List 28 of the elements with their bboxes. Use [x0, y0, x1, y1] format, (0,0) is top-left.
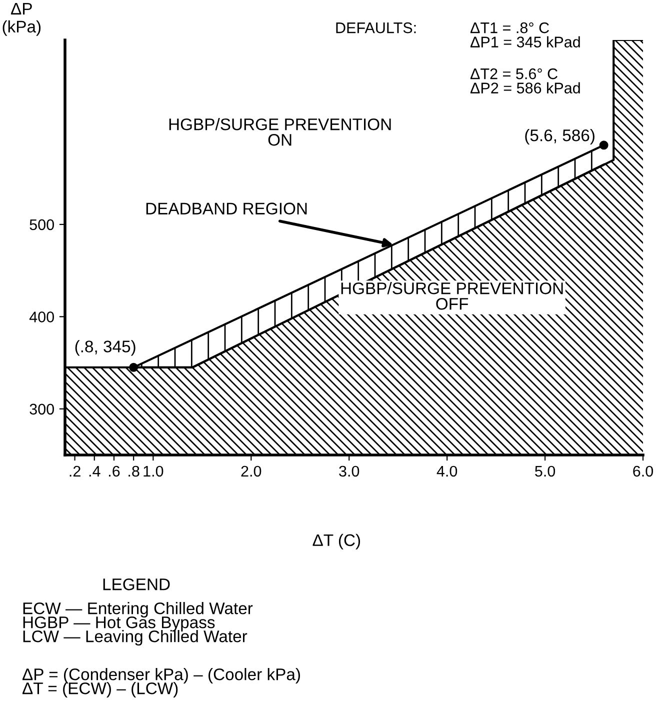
x-tick-label: 1.0 [144, 466, 164, 477]
annotation: HGBP/SURGE PREVENTION OFF [341, 282, 563, 310]
x-tick-label: 3.0 [339, 466, 360, 477]
annotation: ΔT2 = 5.6° C ΔP2 = 586 kPad [470, 68, 580, 94]
annotation: ΔT1 = .8° C ΔP1 = 345 kPad [470, 22, 580, 48]
x-tick-label: 4.0 [436, 466, 458, 477]
x-tick-label: .6 [109, 466, 120, 477]
x-tick-label: 5.0 [535, 466, 556, 477]
text: ΔT = (ECW) – (LCW) [22, 682, 178, 698]
annotation: (5.6, 586) [525, 129, 594, 145]
text: LEGEND [103, 578, 170, 590]
text: ΔP = (Condenser kPa) – (Cooler kPa) [22, 668, 300, 684]
y-tick-label: 500 [30, 219, 54, 230]
x-tick-label: .2 [70, 466, 80, 476]
text: LCW — Leaving Chilled Water [23, 630, 248, 646]
annotation: HGBP/SURGE PREVENTION ON [169, 118, 391, 146]
x-tick-label: 6.0 [633, 466, 654, 477]
y-tick-label: 300 [30, 404, 54, 415]
text: DEFAULTS: [336, 22, 416, 34]
x-axis-title: ΔT (C) [312, 534, 360, 550]
annotation: DEADBAND REGION [146, 202, 307, 214]
text: ECW — Entering Chilled Water [23, 602, 253, 618]
x-tick-label: 2.0 [241, 466, 262, 477]
y-axis-title: ΔP (kPa) [2, 2, 41, 36]
y-tick-label: 400 [29, 312, 54, 322]
x-tick-label: .4 [89, 466, 100, 476]
annotation: (.8, 345) [75, 340, 136, 356]
x-tick-label: .8 [128, 466, 140, 477]
